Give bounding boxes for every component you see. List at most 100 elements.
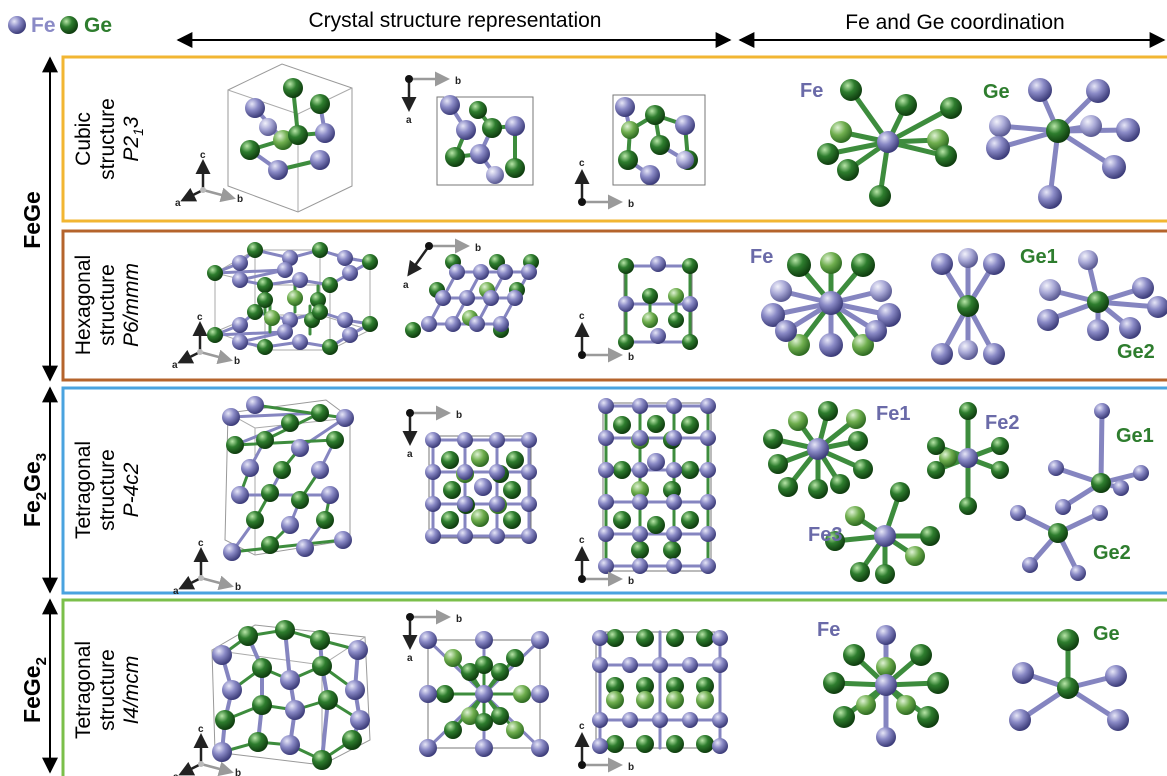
- fe-atom: [475, 739, 493, 757]
- ligand-atom: [775, 320, 797, 342]
- fe-atom: [647, 453, 665, 471]
- fe-atom: [277, 324, 293, 340]
- ligand-atom: [852, 334, 874, 356]
- ge-atom: [405, 322, 421, 338]
- fe-atom: [459, 290, 475, 306]
- cubic-space-group: P213: [120, 116, 146, 161]
- ligand-atom: [1107, 709, 1129, 731]
- ge-atom: [310, 630, 330, 650]
- ge-atom: [682, 258, 698, 274]
- t2-coord-fe-label: Fe: [817, 619, 840, 641]
- cubic-ge-coordination: [986, 78, 1140, 209]
- b-axis-label: b: [628, 576, 634, 587]
- hex-axis-ab: ab: [403, 238, 481, 291]
- axis-origin: [578, 575, 586, 583]
- ligand-atom: [958, 248, 978, 268]
- cubic-axis-iso: c a b: [175, 150, 243, 209]
- fe-atom: [493, 316, 509, 332]
- ligand-atom: [851, 253, 875, 277]
- ge-atom: [444, 721, 462, 739]
- fe-atom: [470, 144, 490, 164]
- fe-atom: [497, 264, 513, 280]
- t1-ge2-coordination: [1010, 505, 1108, 581]
- ge-atom: [281, 414, 299, 432]
- fe-atom: [456, 120, 476, 140]
- ligand-atom: [843, 644, 865, 666]
- center-atom: [1057, 677, 1079, 699]
- fe-atom: [615, 97, 635, 117]
- ge-atom: [636, 629, 654, 647]
- ligand-atom: [845, 506, 865, 526]
- fe-atom: [521, 464, 537, 480]
- ligand-atom: [788, 411, 808, 431]
- ge-atom: [636, 735, 654, 753]
- axis-origin: [198, 575, 204, 581]
- fe-atom: [592, 657, 608, 673]
- fe-atom: [231, 486, 249, 504]
- fe-atom: [622, 712, 638, 728]
- t1-coord-ge2-label: Ge2: [1093, 542, 1131, 564]
- ligand-atom: [940, 97, 962, 119]
- ge-legend-label: Ge: [84, 14, 112, 37]
- ge-atom: [613, 416, 631, 434]
- ge-atom: [666, 677, 684, 695]
- fe-atom: [650, 328, 666, 344]
- a-axis-label: a: [406, 115, 412, 126]
- fe-atom: [277, 262, 293, 278]
- ge-atom: [261, 484, 279, 502]
- fe-atom: [337, 250, 353, 266]
- a-axis-label: a: [175, 198, 181, 209]
- ge-atom: [482, 118, 502, 138]
- ligand-atom: [1055, 499, 1071, 515]
- ligand-atom: [927, 437, 945, 455]
- ge-atom: [682, 334, 698, 350]
- ligand-atom: [959, 497, 977, 515]
- c-axis-label: c: [579, 158, 585, 169]
- ligand-atom: [939, 449, 957, 467]
- ligand-atom: [1087, 319, 1109, 341]
- ge-atom: [443, 481, 461, 499]
- cubic-cell-view3: [612, 94, 706, 186]
- ge-atom: [316, 511, 334, 529]
- fe-atom: [475, 685, 493, 703]
- ge-atom: [461, 707, 479, 725]
- ge-atom: [696, 735, 714, 753]
- ligand-atom: [808, 479, 828, 499]
- fe-atom: [521, 432, 537, 448]
- ligand-atom: [1037, 309, 1059, 331]
- hex-ge1-coordination: [931, 248, 1005, 365]
- ligand-atom: [830, 474, 850, 494]
- ligand-atom: [763, 429, 783, 449]
- a-axis: [177, 349, 201, 364]
- ge-atom: [636, 677, 654, 695]
- ge-atom: [312, 656, 332, 676]
- ge-atom: [618, 258, 634, 274]
- fe-atom: [222, 680, 242, 700]
- center-atom: [957, 295, 979, 317]
- ge-atom: [207, 265, 223, 281]
- ge-atom: [645, 105, 665, 125]
- ligand-atom: [840, 79, 862, 101]
- ge-atom: [606, 677, 624, 695]
- b-axis-label: b: [456, 410, 462, 421]
- b-axis: [199, 349, 233, 365]
- fe-atom: [666, 558, 682, 574]
- ge-atom: [613, 511, 631, 529]
- ligand-atom: [931, 343, 953, 365]
- crystal-header: Crystal structure representation: [309, 9, 602, 32]
- structure-drawings: [207, 63, 1167, 770]
- fe-atom: [712, 630, 728, 646]
- fe-atom: [449, 264, 465, 280]
- ligand-atom: [959, 402, 977, 420]
- ge-atom: [257, 339, 273, 355]
- cubic-cell-outline: [227, 63, 353, 213]
- ge-atom: [506, 721, 524, 739]
- center-atom: [1048, 523, 1068, 543]
- fe-atom: [531, 685, 549, 703]
- ligand-atom: [1113, 480, 1129, 496]
- b-axis-label: b: [475, 243, 481, 254]
- ligand-atom: [1070, 565, 1086, 581]
- hex-coord-fe-label: Fe: [750, 246, 773, 268]
- ge-atom: [441, 451, 459, 469]
- ligand-atom: [1092, 505, 1108, 521]
